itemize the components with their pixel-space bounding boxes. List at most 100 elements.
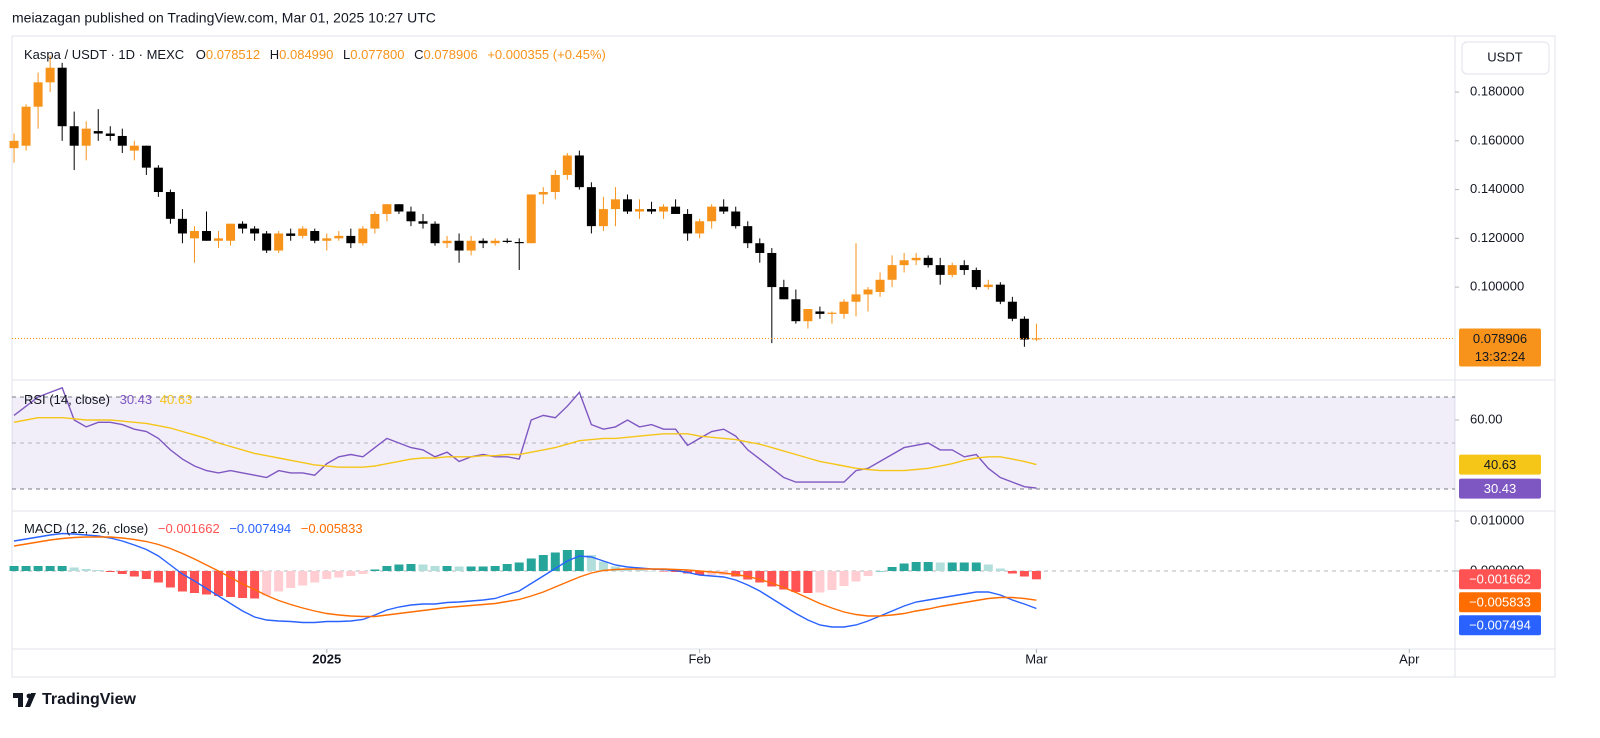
macd-histogram-bar <box>574 550 584 571</box>
macd-histogram-bar <box>9 566 19 571</box>
macd-legend: MACD (12, 26, close) −0.001662 −0.007494… <box>24 521 363 536</box>
x-tick-label: Apr <box>1399 651 1420 666</box>
candle-body <box>286 233 296 236</box>
macd-histogram-bar <box>454 566 464 571</box>
candle-body <box>129 145 139 151</box>
candle-body <box>165 192 175 219</box>
price-label-box <box>1459 615 1541 636</box>
candle-body <box>105 133 115 136</box>
candle-body <box>454 240 464 251</box>
candle-body <box>189 231 199 239</box>
rsi-ma-value: 40.63 <box>160 392 193 407</box>
price-label-box <box>1459 478 1541 499</box>
candle-body <box>923 257 933 266</box>
macd-histogram-bar <box>466 566 476 571</box>
macd-histogram-bar <box>610 566 620 571</box>
macd-histogram-bar <box>671 571 681 572</box>
macd-histogram-bar <box>538 555 548 571</box>
candle-body <box>959 265 969 271</box>
macd-histogram-bar <box>45 566 55 571</box>
macd-histogram-bar <box>201 571 211 595</box>
candle-body <box>298 228 308 236</box>
macd-histogram-bar <box>911 562 921 571</box>
macd-histogram-bar <box>141 571 151 579</box>
candle-body <box>310 231 320 241</box>
candle-body <box>478 240 488 244</box>
y-tick-label: 0.010000 <box>1470 512 1524 527</box>
candle-body <box>995 284 1005 302</box>
candle-body <box>875 279 885 292</box>
macd-histogram-bar <box>707 571 717 575</box>
candle-body <box>971 270 981 288</box>
candle-body <box>839 301 849 314</box>
price-label-box <box>1459 454 1541 475</box>
macd-histogram-bar <box>105 571 115 572</box>
macd-histogram-bar <box>442 566 452 571</box>
candle-body <box>201 231 211 241</box>
macd-histogram-bar <box>875 571 885 572</box>
candle-body <box>635 209 645 212</box>
candle-body <box>659 206 669 212</box>
macd-histogram-bar <box>839 571 849 586</box>
macd-histogram-bar <box>262 571 272 596</box>
macd-histogram-bar <box>514 562 524 571</box>
currency-button[interactable] <box>1461 41 1550 75</box>
candle-body <box>141 145 151 168</box>
rsi-line <box>13 417 1037 472</box>
candle-body <box>538 192 548 195</box>
candle-body <box>322 238 332 241</box>
candle-body <box>117 135 127 146</box>
candle-body <box>9 140 19 149</box>
rsi-value: 30.43 <box>120 392 153 407</box>
candle-body <box>899 260 909 266</box>
macd-histogram-bar <box>731 571 741 577</box>
candle-body <box>586 187 596 227</box>
candle-body <box>370 213 380 229</box>
price-label: 30.43 <box>1484 481 1517 496</box>
price-label: −0.001662 <box>1469 572 1531 587</box>
macd-histogram-bar <box>226 571 236 597</box>
macd-title: MACD (12, 26, close) <box>24 521 148 536</box>
macd-histogram-bar <box>791 571 801 592</box>
candle-body <box>45 67 55 83</box>
macd-histogram-bar <box>827 571 837 590</box>
candle-body <box>382 204 392 214</box>
rsi-title: RSI (14, close) <box>24 392 110 407</box>
macd-histogram-bar <box>983 564 993 571</box>
candle-body <box>21 106 31 146</box>
macd-histogram-bar <box>899 563 909 571</box>
ohlc-key: L <box>343 47 350 62</box>
price-change: +0.000355 (+0.45%) <box>487 47 606 62</box>
candle-body <box>346 235 356 244</box>
overlay: USDT Kaspa / USDT · 1D · MEXC O0.078512 … <box>24 41 1550 536</box>
candle-body <box>550 174 560 193</box>
candle-body <box>358 228 368 244</box>
signal-value: −0.005833 <box>301 521 363 536</box>
ohlc-value: 0.084990 <box>279 47 333 62</box>
ohlc-value: 0.077800 <box>350 47 404 62</box>
macd-histogram-bar <box>406 564 416 571</box>
candle-body <box>177 218 187 234</box>
macd-histogram-bar <box>177 571 187 592</box>
candle-body <box>791 299 801 322</box>
candle-body <box>622 199 632 212</box>
currency[interactable]: USDT <box>1487 49 1522 64</box>
candle-body <box>406 211 416 222</box>
macd-histogram-bar <box>490 566 500 571</box>
candle-body <box>671 206 681 214</box>
brand-name: TradingView <box>42 691 137 708</box>
macd-histogram-bar <box>93 570 103 571</box>
rsi-legend: RSI (14, close) 30.43 40.63 <box>24 392 192 407</box>
y-tick-label: 60.00 <box>1470 411 1503 426</box>
macd-histogram-bar <box>394 564 404 571</box>
candle-body <box>935 265 945 275</box>
candle-body <box>1007 301 1017 319</box>
candle-body <box>69 126 79 146</box>
marks: 2025 Feb Mar Apr 0.100000 0.120000 0.140000 0.1… <box>9 55 1524 666</box>
candle-body <box>418 221 428 224</box>
candle-body <box>502 240 512 242</box>
macd-histogram-bar <box>586 555 596 571</box>
logo-mark <box>13 693 36 707</box>
macd-histogram-bar <box>971 562 981 571</box>
